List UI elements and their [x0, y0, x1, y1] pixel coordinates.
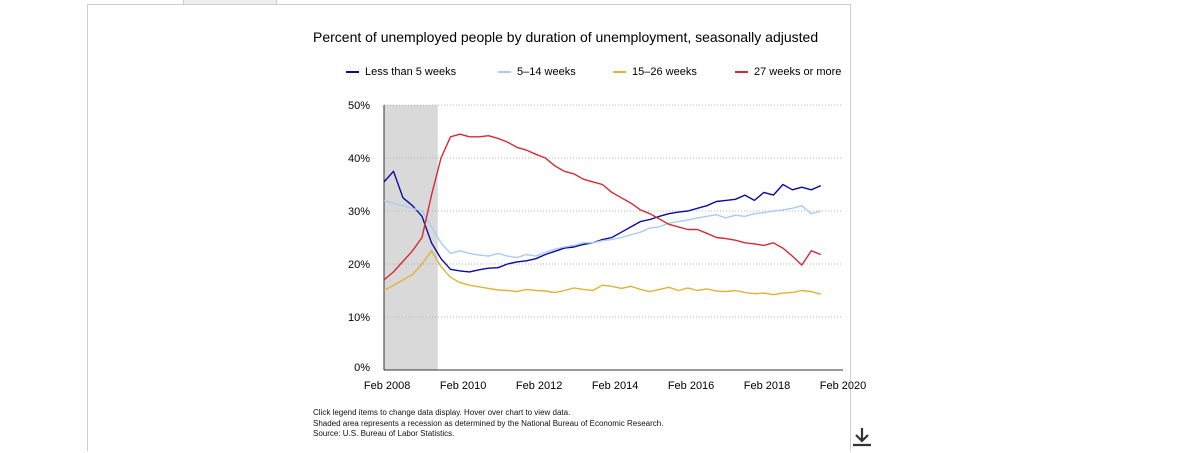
note-line: Source: U.S. Bureau of Labor Statistics. [313, 429, 455, 438]
legend-label: 27 weeks or more [754, 66, 842, 78]
chart-notes: Click legend items to change data displa… [313, 408, 663, 440]
legend-swatch [346, 71, 359, 73]
y-tick-label: 30% [348, 206, 370, 218]
note-line: Click legend items to change data displa… [313, 408, 571, 417]
y-tick-label: 10% [348, 312, 370, 324]
series-lines [383, 133, 822, 296]
x-tick-label: Feb 2016 [668, 380, 714, 392]
axes [383, 105, 843, 371]
legend-swatch [613, 71, 626, 73]
download-icon[interactable] [851, 426, 873, 448]
y-tick-label: 20% [348, 259, 370, 271]
x-tick-label: Feb 2012 [516, 380, 562, 392]
legend-item-5-14-weeks[interactable]: 5–14 weeks [498, 66, 576, 78]
x-tick-label: Feb 2014 [592, 380, 638, 392]
legend-label: 5–14 weeks [517, 66, 576, 78]
legend-label: Less than 5 weeks [365, 66, 457, 78]
series-line-15-26-weeks [383, 250, 821, 296]
legend-label: 15–26 weeks [632, 66, 697, 78]
chart-panel-frame [87, 4, 851, 451]
legend-item-15-26-weeks[interactable]: 15–26 weeks [613, 66, 697, 78]
x-tick-label: Feb 2018 [744, 380, 790, 392]
x-tick-label: Feb 2008 [364, 380, 410, 392]
legend-swatch [735, 71, 748, 73]
y-tick-label: 50% [348, 100, 370, 112]
note-line: Shaded area represents a recession as de… [313, 418, 664, 428]
legend-item-27-weeks-or-more[interactable]: 27 weeks or more [735, 66, 841, 78]
legend-swatch [498, 71, 511, 73]
x-tick-label: Feb 2020 [820, 380, 866, 392]
series-line-27-weeks-or-more [383, 133, 822, 281]
view-tab[interactable] [183, 0, 277, 5]
recession-shading [384, 105, 438, 370]
x-tick-label: Feb 2010 [440, 380, 486, 392]
y-axis-tick-labels: 0% 10% 20% 30% 40% 50% [348, 100, 370, 374]
series-line-5-14-weeks [383, 199, 821, 259]
series-line-less-than-5-weeks [383, 170, 822, 273]
chart-legend: Less than 5 weeks 5–14 weeks 15–26 weeks… [0, 66, 1192, 82]
x-axis-tick-labels: Feb 2008 Feb 2010 Feb 2012 Feb 2014 Feb 2016… [364, 380, 866, 392]
y-tick-label: 40% [348, 153, 370, 165]
chart-title: Percent of unemployed people by duration… [313, 29, 819, 45]
legend-item-less-than-5-weeks[interactable]: Less than 5 weeks [346, 66, 456, 78]
recession-band [384, 105, 438, 370]
y-tick-label: 0% [354, 362, 370, 374]
